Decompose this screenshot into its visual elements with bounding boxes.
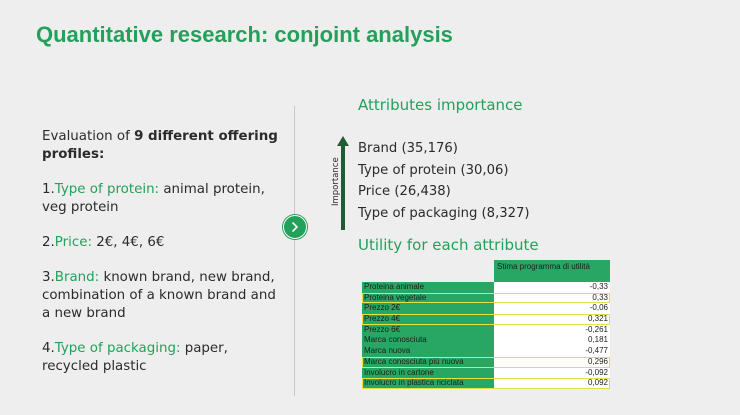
row-label: Proteina vegetale xyxy=(362,292,494,304)
row-value: 0,296 xyxy=(494,356,610,368)
vertical-divider xyxy=(294,106,295,396)
table-row: Marca conosciuta 0,181 xyxy=(362,335,610,347)
row-value: -0,261 xyxy=(494,324,610,336)
row-value: 0,181 xyxy=(494,335,610,347)
table-row: Marca nuova -0,477 xyxy=(362,346,610,357)
slide-title: Quantitative research: conjoint analysis xyxy=(36,22,453,47)
row-value: -0,477 xyxy=(494,346,610,357)
row-label: Marca conosciuta xyxy=(362,335,494,347)
table-row: Proteina animale -0,33 xyxy=(362,282,610,293)
table-row: Involucro in cartone -0,092 xyxy=(362,367,610,379)
row-label: Prezzo 2€ xyxy=(362,303,494,315)
row-value: 0,321 xyxy=(494,314,610,325)
list-item: 1.Type of protein: animal protein, veg p… xyxy=(42,182,265,215)
table-row: Involucro in plastica riciclata 0,092 xyxy=(362,378,610,389)
row-label: Involucro in cartone xyxy=(362,367,494,379)
table-row: Prezzo 4€ 0,321 xyxy=(362,314,610,325)
row-value: -0,06 xyxy=(494,303,610,315)
importance-axis-label: Importance xyxy=(331,157,341,206)
row-label: Proteina animale xyxy=(362,282,494,293)
arrow-up-icon xyxy=(337,136,349,230)
utility-heading: Utility for each attribute xyxy=(358,236,539,254)
importance-item: Type of protein (30,06) xyxy=(358,162,509,178)
next-button[interactable] xyxy=(283,215,307,239)
importance-list: Brand (35,176) Type of protein (30,06) P… xyxy=(358,138,530,224)
list-item: 4.Type of packaging: paper, recycled pla… xyxy=(42,341,228,374)
row-label: Prezzo 4€ xyxy=(362,314,494,325)
importance-item: Brand (35,176) xyxy=(358,141,458,156)
table-row: Prezzo 2€ -0,06 xyxy=(362,303,610,315)
column-header: Stima programma di utilità xyxy=(494,260,610,282)
importance-heading: Attributes importance xyxy=(358,96,523,114)
importance-item: Type of packaging (8,327) xyxy=(358,205,530,221)
row-value: -0,092 xyxy=(494,367,610,379)
row-label: Prezzo 6€ xyxy=(362,324,494,336)
table-row: Marca conosciuta più nuova 0,296 xyxy=(362,356,610,368)
utility-table: Stima programma di utilità Proteina anim… xyxy=(362,260,610,389)
list-item: 2.Price: 2€, 4€, 6€ xyxy=(42,235,165,250)
list-item: 3.Brand: known brand, new brand, combina… xyxy=(42,270,276,321)
chevron-right-icon xyxy=(292,222,298,232)
row-label: Marca nuova xyxy=(362,346,494,357)
importance-item: Price (26,438) xyxy=(358,184,451,199)
intro-text: Evaluation of 9 different offering profi… xyxy=(42,129,278,162)
table-row: Prezzo 6€ -0,261 xyxy=(362,324,610,336)
profiles-description: Evaluation of 9 different offering profi… xyxy=(42,128,287,393)
row-value: 0,092 xyxy=(494,378,610,389)
row-label: Involucro in plastica riciclata xyxy=(362,378,494,389)
table-header: Stima programma di utilità xyxy=(362,260,610,282)
row-value: -0,33 xyxy=(494,282,610,293)
row-value: 0,33 xyxy=(494,292,610,304)
table-row: Proteina vegetale 0,33 xyxy=(362,292,610,304)
row-label: Marca conosciuta più nuova xyxy=(362,356,494,368)
